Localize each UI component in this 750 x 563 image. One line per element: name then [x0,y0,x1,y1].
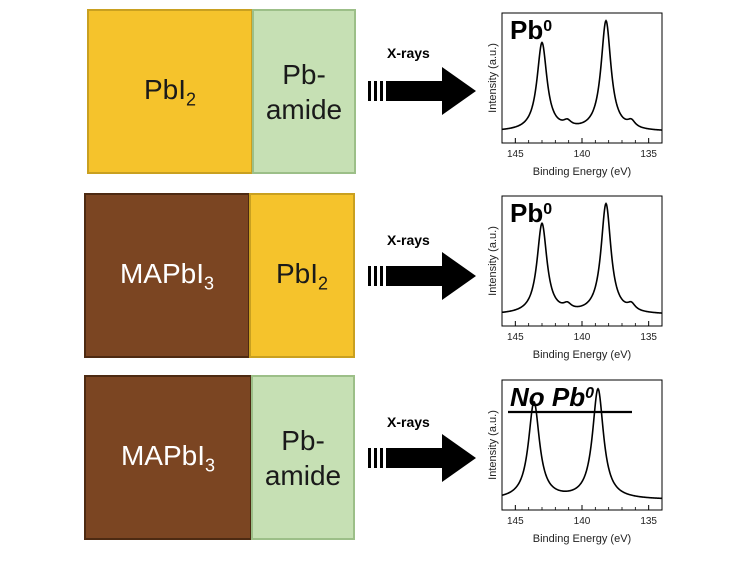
xps-spectrum-line [501,202,663,314]
pb-amide-block: Pb-amide [251,375,355,540]
x-axis-label: Binding Energy (eV) [533,166,631,178]
x-axis-label: Binding Energy (eV) [533,533,631,545]
pb0-label: Pb0 [510,198,552,228]
xrays-label: X-rays [387,232,430,248]
xrays-label: X-rays [387,414,430,430]
mapbi3-block: MAPbI3 [84,375,252,540]
x-tick-label: 145 [507,332,524,343]
block-label: PbI2 [143,73,197,110]
row-3: MAPbI3 Pb-amide X-rays 145 140 135 Binding … [0,372,750,545]
arrow-right-icon [368,430,480,491]
x-axis-label: Binding Energy (eV) [533,349,631,361]
xps-plot: 145 140 135 Binding Energy (eV) Intensity (a… [480,188,675,373]
x-tick-label: 145 [507,516,524,527]
block-label: MAPbI3 [119,257,215,294]
xps-plot: 145 140 135 Binding Energy (eV) Intensity (a… [480,5,675,190]
block-label: Pb-amide [264,424,342,491]
xps-plot: 145 140 135 Binding Energy (eV) Intensity (a… [480,372,675,557]
y-axis-label: Intensity (a.u.) [487,226,499,296]
row-1: PbI2 Pb-amide X-rays 145 140 135 Binding En… [0,5,750,178]
y-axis-label: Intensity (a.u.) [487,410,499,480]
xps-spectrum-line [501,19,663,131]
y-axis-label: Intensity (a.u.) [487,43,499,113]
pbi2-block: PbI2 [87,9,253,174]
pb0-label: No Pb0 [510,382,594,412]
plot-frame [501,12,663,144]
pb0-label: Pb0 [510,15,552,45]
x-tick-label: 135 [640,516,657,527]
x-tick-label: 140 [574,332,591,343]
xps-spectrum-line [501,387,663,500]
row-2: MAPbI3 PbI2 X-rays 145 140 135 Binding Ener… [0,190,750,361]
block-label: MAPbI3 [120,439,216,476]
x-tick-label: 135 [640,332,657,343]
plot-frame [501,195,663,327]
mapbi3-block: MAPbI3 [84,193,250,358]
x-tick-label: 135 [640,149,657,160]
x-tick-label: 140 [574,149,591,160]
xrays-label: X-rays [387,45,430,61]
x-tick-label: 140 [574,516,591,527]
arrow-right-icon [368,63,480,124]
x-tick-label: 145 [507,149,524,160]
block-label: Pb-amide [265,58,343,125]
pbi2-block: PbI2 [249,193,355,358]
block-label: PbI2 [275,257,329,294]
arrow-right-icon [368,248,480,309]
pb-amide-block: Pb-amide [252,9,356,174]
